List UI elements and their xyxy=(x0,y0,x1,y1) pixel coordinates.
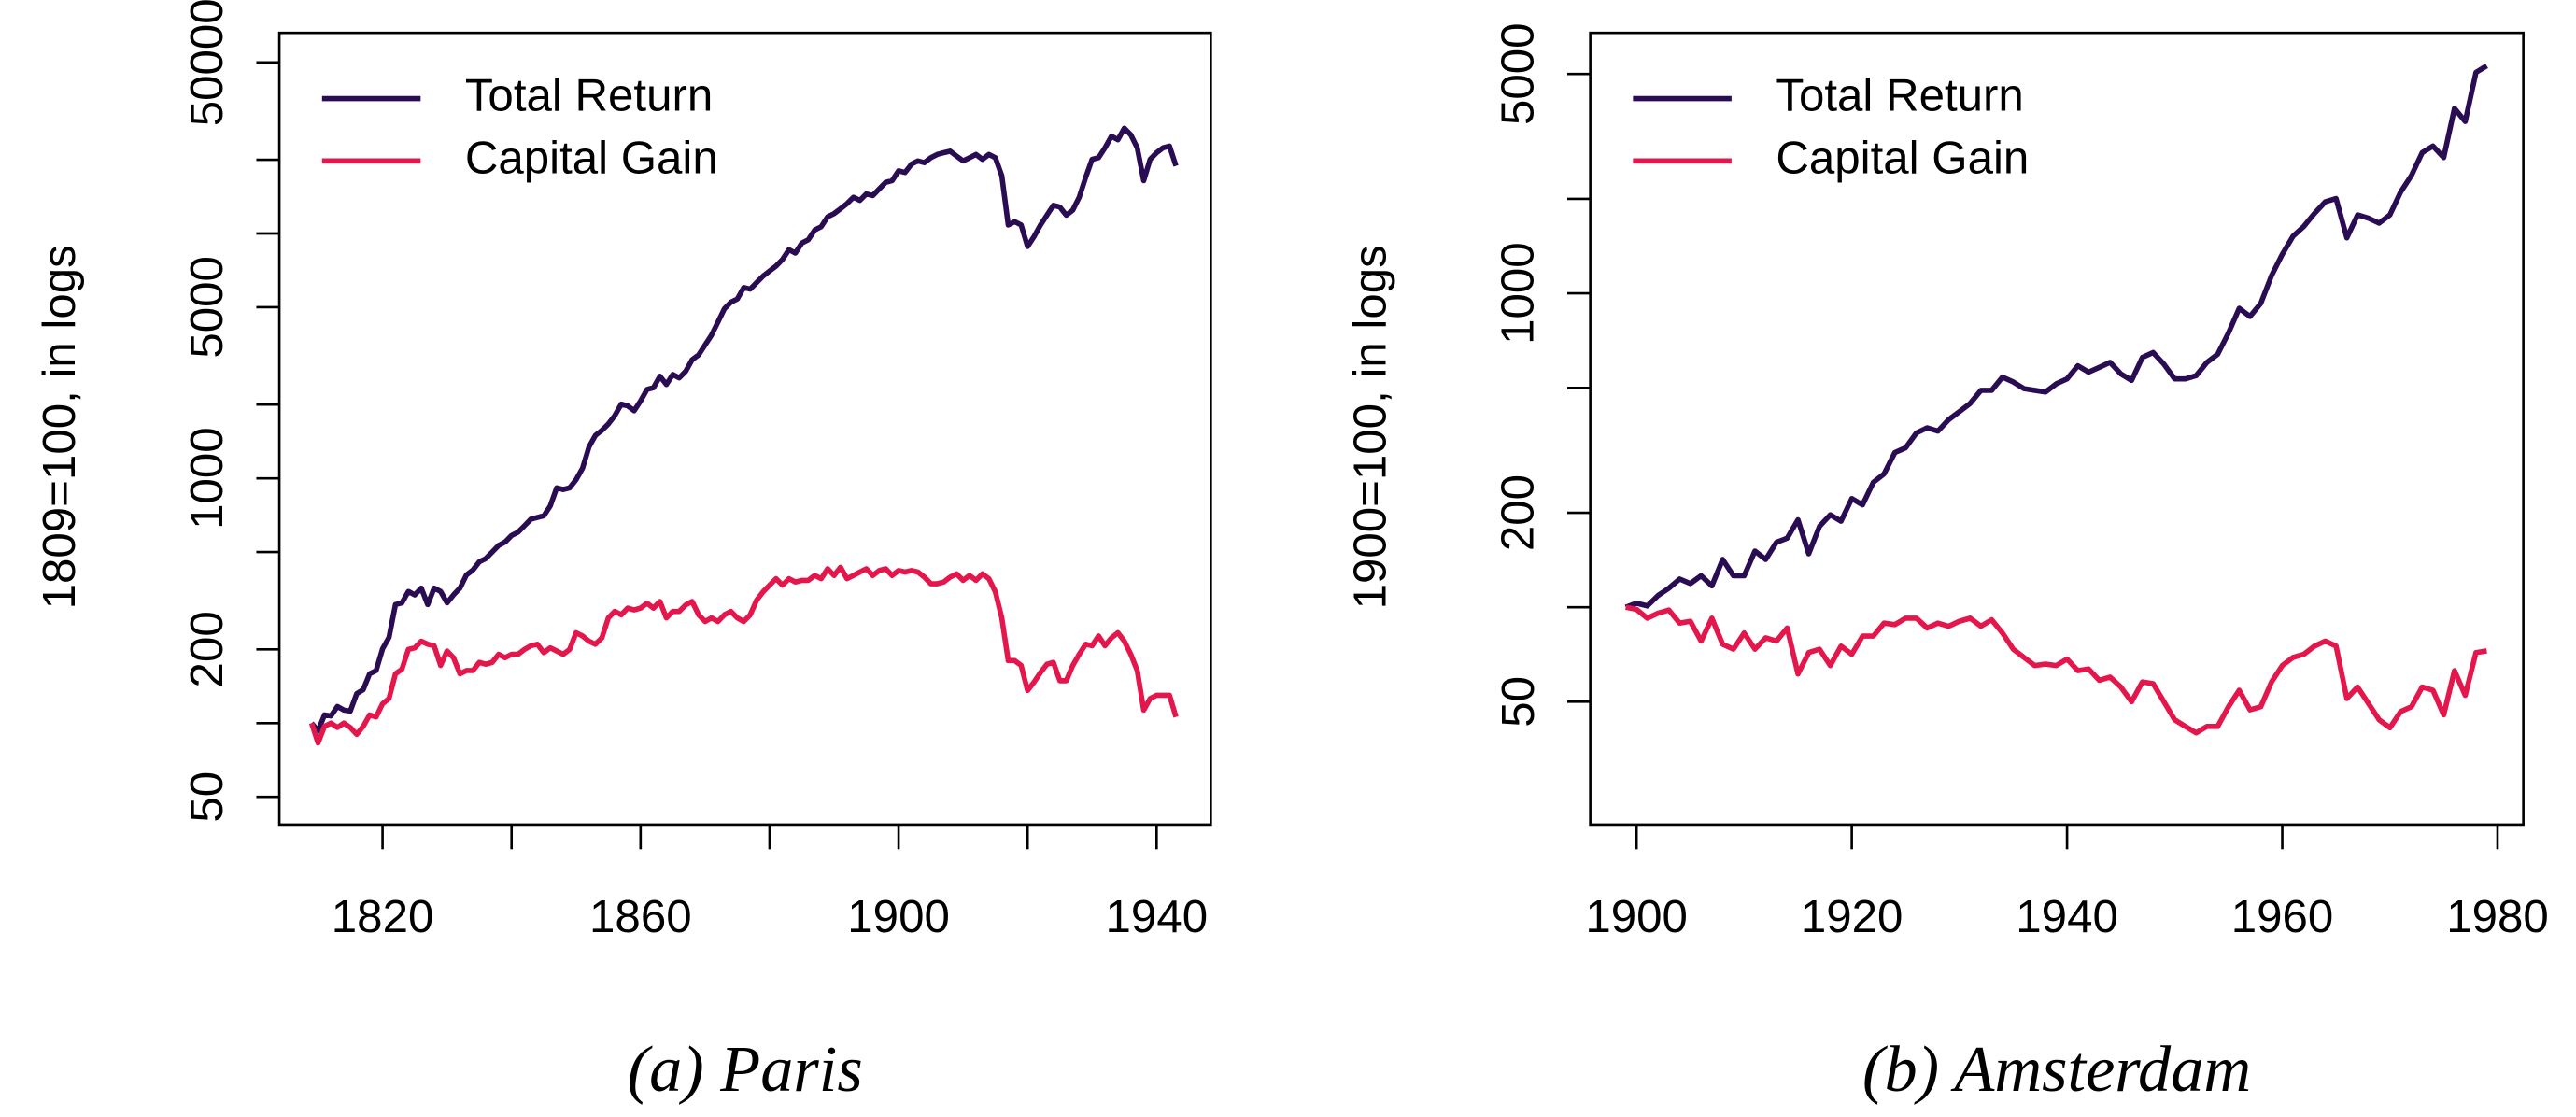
data-line xyxy=(309,125,1179,734)
y-tick-label: 5000 xyxy=(1493,22,1544,125)
data-line xyxy=(1625,604,2487,736)
y-axis-label: 1809=100, in logs xyxy=(34,245,85,609)
data-line xyxy=(1624,64,2488,610)
x-tick-label: 1940 xyxy=(1106,891,1209,942)
x-tick-label: 1900 xyxy=(1585,891,1688,942)
data-line xyxy=(308,564,1179,746)
y-tick-label: 200 xyxy=(1493,474,1544,551)
chart-caption: (b) Amsterdam xyxy=(1862,1033,2251,1106)
x-tick-label: 1940 xyxy=(2016,891,2118,942)
chart-panel: 50 200 1000 5000 1900 1920 1940 1960 1980 1900=10… xyxy=(1344,22,2548,1106)
x-tick-label: 1900 xyxy=(847,891,950,942)
legend-label: Capital Gain xyxy=(1776,132,2029,183)
x-tick-label: 1860 xyxy=(589,891,692,942)
x-tick-label: 1980 xyxy=(2446,891,2549,942)
y-tick-label: 1000 xyxy=(1493,242,1544,345)
x-tick-label: 1960 xyxy=(2231,891,2334,942)
y-tick-label: 50 xyxy=(181,771,233,823)
y-tick-label: 50000 xyxy=(181,0,233,126)
x-tick-label: 1920 xyxy=(1801,891,1904,942)
y-tick-label: 200 xyxy=(181,611,233,687)
x-tick-label: 1820 xyxy=(332,891,434,942)
plot-frame xyxy=(277,31,1212,827)
y-axis-label: 1900=100, in logs xyxy=(1344,245,1395,609)
y-tick-label: 50 xyxy=(1493,676,1544,728)
plot-frame xyxy=(1589,31,2525,827)
legend-label: Total Return xyxy=(1776,70,2023,121)
legend-label: Total Return xyxy=(465,70,713,121)
chart-panel: 50 200 1000 5000 50000 1820 1860 1900 1940 1809=1… xyxy=(34,0,1212,1106)
legend-label: Capital Gain xyxy=(465,132,718,183)
chart-caption: (a) Paris xyxy=(628,1033,863,1106)
y-tick-label: 1000 xyxy=(181,427,233,530)
y-tick-label: 5000 xyxy=(181,256,233,359)
